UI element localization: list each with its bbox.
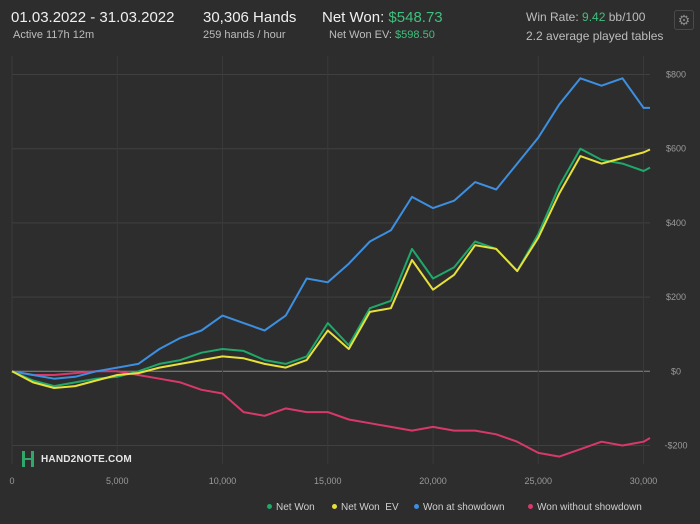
x-tick-label: 30,000 xyxy=(630,476,658,486)
legend-dot xyxy=(267,503,272,509)
win-rate-unit: bb/100 xyxy=(608,10,646,24)
series-line-net-won-ev xyxy=(11,148,651,389)
legend-label: Won without showdown xyxy=(537,502,642,513)
y-tick-label: $600 xyxy=(666,144,686,154)
legend-label: Net Won xyxy=(276,502,315,513)
legend-net-won[interactable]: Net Won xyxy=(267,502,315,513)
legend-dot xyxy=(528,503,533,509)
legend-net-won-ev[interactable]: Net Won EV xyxy=(332,502,399,513)
y-tick-label: $0 xyxy=(671,366,681,376)
date-range: 01.03.2022 - 31.03.2022 xyxy=(11,9,175,26)
y-tick-label: -$200 xyxy=(664,440,687,450)
hands-per-hour: 259 hands / hour xyxy=(203,29,286,41)
net-won-value: $548.73 xyxy=(388,9,443,26)
x-tick-label: 20,000 xyxy=(419,476,447,486)
x-tick-label: 15,000 xyxy=(314,476,342,486)
legend-label: Net Won EV xyxy=(341,502,399,513)
win-rate-value: 9.42 xyxy=(582,10,606,24)
legend-won-without-showdown[interactable]: Won without showdown xyxy=(528,502,642,513)
x-tick-label: 25,000 xyxy=(525,476,553,486)
y-tick-label: $800 xyxy=(666,70,686,80)
average-tables: 2.2 average played tables xyxy=(526,29,664,43)
legend-dot xyxy=(414,503,419,509)
logo-mark-icon xyxy=(22,451,36,467)
series-line-won-at-showdown xyxy=(11,77,650,380)
chart-legend: Net Won Net Won EV Won at showdown Won w… xyxy=(0,502,700,516)
x-tick-label: 10,000 xyxy=(209,476,237,486)
legend-label: Won at showdown xyxy=(423,502,505,513)
profit-chart: $800 $600 $400 $200 $0 -$200 0 5,000 10,000 15,00… xyxy=(9,56,688,486)
win-rate-label: Win Rate: xyxy=(526,10,579,24)
net-won-ev-label: Net Won EV: xyxy=(329,29,392,41)
net-won-ev-value: $598.50 xyxy=(395,29,435,41)
x-tick-label: 5,000 xyxy=(106,476,129,486)
hand2note-logo: HAND2NOTE.COM xyxy=(22,451,132,467)
series-line-net-won xyxy=(11,147,651,388)
net-won: Net Won: $548.73 xyxy=(322,9,443,26)
x-tick-label: 0 xyxy=(9,476,14,486)
logo-text: HAND2NOTE.COM xyxy=(41,453,132,465)
net-won-label: Net Won: xyxy=(322,9,385,26)
hands-count: 30,306 Hands xyxy=(203,9,297,26)
legend-won-at-showdown[interactable]: Won at showdown xyxy=(414,502,505,513)
gear-icon[interactable]: ⚙ xyxy=(674,10,694,30)
net-won-ev: Net Won EV: $598.50 xyxy=(329,29,435,41)
legend-dot xyxy=(332,503,337,509)
y-tick-label: $200 xyxy=(666,292,686,302)
y-tick-label: $400 xyxy=(666,218,686,228)
active-time: Active 117h 12m xyxy=(13,29,95,41)
series-line-won-without-showdown xyxy=(11,370,651,458)
win-rate: Win Rate: 9.42 bb/100 xyxy=(526,10,645,24)
